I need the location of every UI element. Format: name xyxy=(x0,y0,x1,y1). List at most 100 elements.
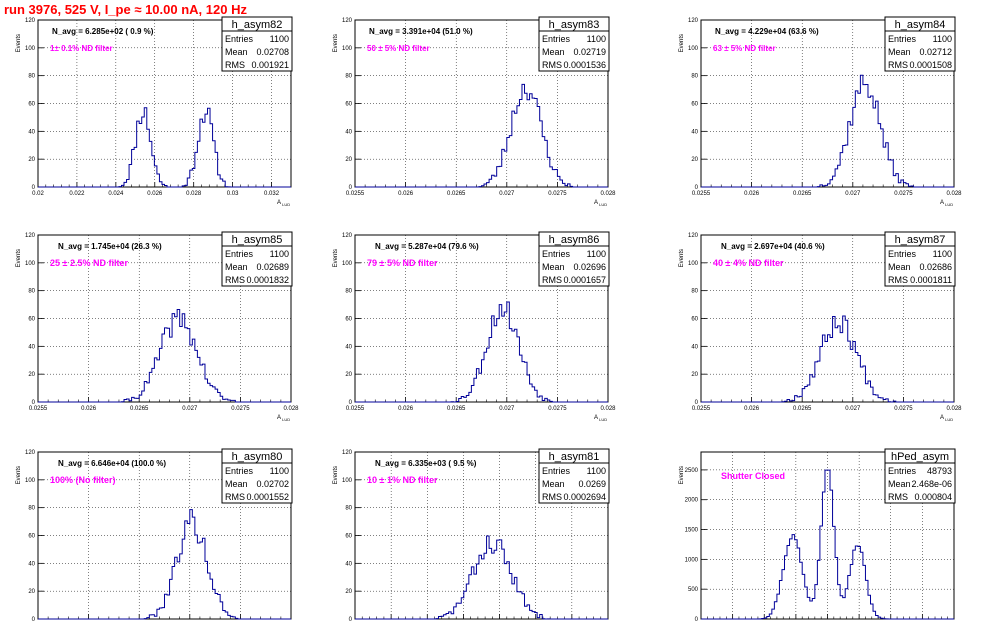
y-tick-label: 20 xyxy=(345,589,352,595)
stats-box xyxy=(221,448,293,504)
x-tick-label: 0.027 xyxy=(845,406,861,412)
run-title: run 3976, 525 V, I_pe ≈ 10.00 nA, 120 Hz xyxy=(4,2,247,17)
x-tick-label: 0.027 xyxy=(182,406,198,412)
stats-title: h_asym87 xyxy=(895,234,946,246)
stats-value: 2.468e-06 xyxy=(911,479,952,489)
stats-value: 1100 xyxy=(270,249,289,259)
stats-label: Mean xyxy=(225,47,248,57)
x-tick-label: 0.0275 xyxy=(894,406,913,412)
stats-label: Mean xyxy=(888,262,911,272)
stats-value: 0.02689 xyxy=(256,262,289,272)
histogram-line xyxy=(355,83,608,188)
y-tick-label: 0 xyxy=(349,185,353,191)
histogram-line xyxy=(38,509,291,620)
y-tick-label: 100 xyxy=(342,46,353,52)
navg-label: N_avg = 4.229e+04 (63.6 %) xyxy=(715,27,819,36)
filter-label: 1± 0.1% ND filter xyxy=(50,44,113,53)
x-tick-label: 0.0265 xyxy=(447,191,466,197)
stats-label: RMS xyxy=(542,60,562,70)
y-tick-label: 80 xyxy=(28,506,35,512)
stats-label: Mean xyxy=(225,479,248,489)
stats-title: h_asym80 xyxy=(232,451,283,463)
stats-value: 0.0001508 xyxy=(909,60,952,70)
x-tick-label: 0.028 xyxy=(186,191,202,197)
y-tick-label: 80 xyxy=(345,506,352,512)
x-tick-label: 0.026 xyxy=(398,406,414,412)
y-tick-label: 40 xyxy=(345,561,352,567)
y-tick-label: 0 xyxy=(695,185,699,191)
stats-label: Entries xyxy=(542,34,571,44)
y-axis-title: Events xyxy=(333,34,339,52)
x-tick-label: 0.0255 xyxy=(346,191,365,197)
stats-label: Entries xyxy=(888,34,917,44)
y-axis-title: Events xyxy=(16,249,22,267)
x-tick-label: 0.0265 xyxy=(793,406,812,412)
y-tick-label: 100 xyxy=(688,46,699,52)
stats-value: 1100 xyxy=(270,34,289,44)
y-tick-label: 500 xyxy=(688,587,699,593)
stats-box xyxy=(884,231,956,287)
panel-h_asym81: 0.0250.02550.0260.02650.0270.02750.0280.… xyxy=(333,448,610,622)
y-axis-title: Events xyxy=(679,249,685,267)
x-tick-label: 0.022 xyxy=(69,191,85,197)
filter-label: 25 ± 2.5% ND filter xyxy=(50,258,128,268)
stats-box xyxy=(538,231,610,287)
y-tick-label: 0 xyxy=(695,400,699,406)
navg-label: N_avg = 1.745e+04 (26.3 %) xyxy=(58,242,162,251)
x-tick-label: 0.0265 xyxy=(793,191,812,197)
stats-box xyxy=(538,448,610,504)
x-tick-label: 0.028 xyxy=(946,406,962,412)
x-tick-label: 0.028 xyxy=(946,191,962,197)
y-tick-label: 80 xyxy=(28,289,35,295)
y-tick-label: 40 xyxy=(28,344,35,350)
filter-label: 40 ± 4% ND filter xyxy=(713,258,784,268)
stats-title: h_asym85 xyxy=(232,234,283,246)
navg-label: N_avg = 6.335e+03 ( 9.5 %) xyxy=(375,459,477,468)
y-tick-label: 40 xyxy=(28,129,35,135)
stats-value: 1100 xyxy=(933,249,952,259)
stats-box xyxy=(221,16,293,72)
stats-label: Mean xyxy=(542,47,565,57)
filter-label: 79 ± 5% ND filter xyxy=(367,258,438,268)
stats-label: Entries xyxy=(888,466,917,476)
y-tick-label: 80 xyxy=(691,74,698,80)
y-tick-label: 0 xyxy=(32,185,36,191)
y-tick-label: 120 xyxy=(342,18,353,24)
navg-label: N_avg = 6.646e+04 (100.0 %) xyxy=(58,459,166,468)
histogram-line xyxy=(701,315,954,403)
stats-label: Entries xyxy=(225,466,254,476)
x-tick-label: 0.028 xyxy=(283,406,299,412)
panel-h_asym86: 0.0255 0.026 0.0265 0.027 0.0275 0.028 0 20 40 60… xyxy=(333,231,616,422)
y-tick-label: 60 xyxy=(28,102,35,108)
y-tick-label: 60 xyxy=(345,534,352,540)
stats-label: Mean xyxy=(888,479,911,489)
panel-h_asym82: 0.02 0.022 0.024 0.026 0.028 0.03 0.032 0 20 40 60… xyxy=(16,16,293,207)
filter-label: 50 ± 5% ND filter xyxy=(367,44,430,53)
x-tick-label: 0.0275 xyxy=(894,191,913,197)
stats-value: 0.000804 xyxy=(914,492,952,502)
y-tick-label: 120 xyxy=(25,233,36,239)
stats-value: 1100 xyxy=(587,34,606,44)
x-tick-label: 0.027 xyxy=(499,191,515,197)
y-tick-label: 100 xyxy=(342,261,353,267)
x-tick-label: 0.026 xyxy=(744,191,760,197)
filter-label: 100% (No filter) xyxy=(50,475,116,485)
y-tick-label: 0 xyxy=(32,400,36,406)
x-tick-label: 0.0265 xyxy=(130,406,149,412)
y-tick-label: 60 xyxy=(691,317,698,323)
y-tick-label: 20 xyxy=(345,372,352,378)
y-axis-title: Events xyxy=(679,466,685,484)
stats-title: h_asym86 xyxy=(549,234,600,246)
y-tick-label: 60 xyxy=(28,317,35,323)
x-tick-label: 0.024 xyxy=(108,191,124,197)
stats-label: Entries xyxy=(888,249,917,259)
y-tick-label: 0 xyxy=(349,400,353,406)
panel-h_asym83: 0.0255 0.026 0.0265 0.027 0.0275 0.028 0 20 40 60… xyxy=(333,16,616,207)
panel-h_asym85: 0.0255 0.026 0.0265 0.027 0.0275 0.028 0 20 40 60… xyxy=(16,231,299,422)
stats-box xyxy=(884,16,956,72)
stats-label: RMS xyxy=(542,275,562,285)
x-tick-label: 0.028 xyxy=(600,406,616,412)
stats-value: 0.02686 xyxy=(919,262,952,272)
y-tick-label: 60 xyxy=(345,102,352,108)
x-tick-label: 0.03 xyxy=(227,191,239,197)
